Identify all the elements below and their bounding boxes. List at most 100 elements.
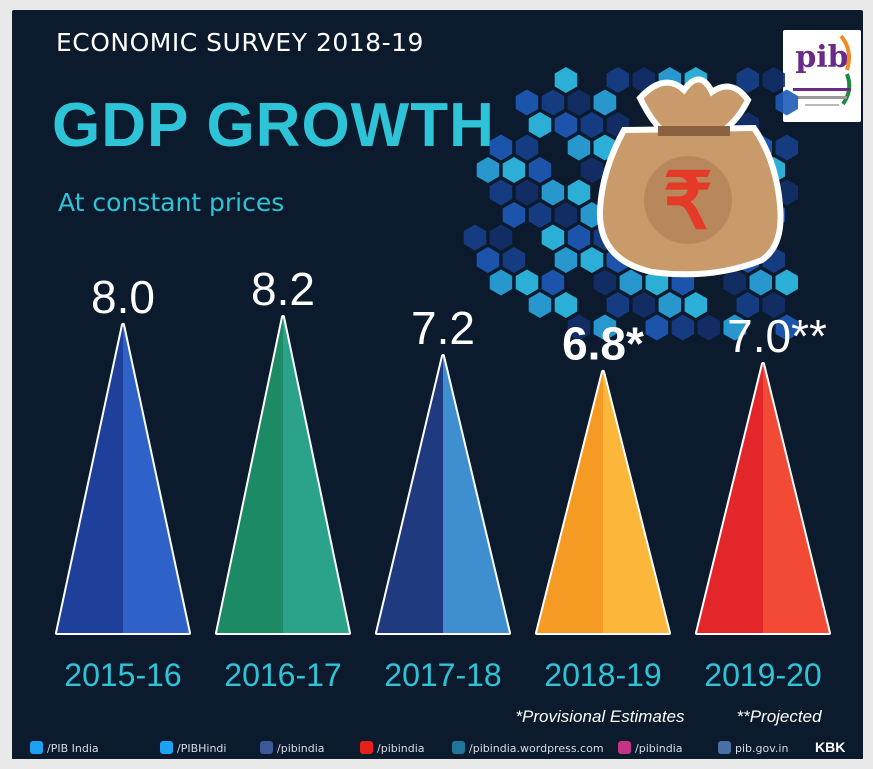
bar-face-left (57, 324, 123, 633)
social-link-label: /pibindia (277, 742, 325, 755)
bars (55, 315, 831, 635)
social-link-label: /pibindia.wordpress.com (469, 742, 604, 755)
hexagon-tile (489, 224, 513, 251)
hexagon-tile (593, 89, 617, 116)
hexagon-tile (593, 269, 617, 296)
bar-2016-17 (215, 315, 351, 635)
hexagon-tile (580, 247, 604, 273)
survey-title: ECONOMIC SURVEY 2018-19 (56, 28, 424, 57)
web-icon (718, 741, 731, 754)
hexagon-tile (736, 292, 759, 318)
category-label: 2017-18 (384, 657, 501, 693)
bar-face-right (443, 356, 509, 633)
facebook-icon (260, 741, 273, 754)
wordpress-icon (452, 741, 465, 754)
hexagon-tile (463, 224, 487, 251)
bar-face-left (377, 356, 443, 633)
social-link[interactable]: pib.gov.in (718, 741, 788, 755)
category-labels: 2015-16 2016-17 2017-18 2018-19 2019-20 (64, 657, 821, 693)
hexagon-tile (567, 314, 591, 341)
hexagon-tile (528, 157, 552, 183)
hexagon-tile (489, 179, 513, 206)
social-link-label: /PIBHindi (177, 742, 227, 755)
hexagon-tile (775, 134, 798, 161)
hexagon-tile (528, 202, 552, 228)
hexagon-tile (502, 157, 526, 183)
social-link-label: /pibindia (377, 742, 425, 755)
hexagon-tile (723, 269, 747, 296)
note-projected: **Projected (736, 707, 822, 726)
hexagon-tile (723, 314, 747, 341)
hexagon-tile (606, 292, 630, 318)
hexagon-tile (502, 202, 526, 228)
hexagon-tile (554, 67, 578, 93)
value-label: 7.2 (411, 302, 475, 354)
social-link[interactable]: /PIBHindi (160, 741, 226, 755)
youtube-icon (360, 741, 373, 754)
hexagon-tile (593, 314, 617, 341)
value-label: 7.0** (727, 310, 827, 362)
hexagon-tile (619, 269, 643, 296)
value-labels: 8.0 8.2 7.2 6.8* 7.0** (91, 263, 827, 370)
hexagon-tile (528, 112, 552, 138)
category-label: 2015-16 (64, 657, 181, 693)
social-link-label: /PIB India (47, 742, 99, 755)
footer-social-links: KBK /PIB India/PIBHindi/pibindia/pibindi… (12, 737, 863, 759)
hexagon-tile (515, 134, 539, 161)
category-label: 2018-19 (544, 657, 661, 693)
hexagon-tile (554, 202, 578, 228)
hexagon-tile (567, 224, 591, 251)
pib-logo-text: pib (795, 40, 849, 75)
bar-face-left (537, 371, 603, 633)
hexagon-tile (489, 134, 513, 161)
bar-2018-19 (535, 369, 671, 635)
hexagon-tile (489, 269, 513, 296)
hexagon-tile (476, 157, 500, 183)
category-label: 2019-20 (704, 657, 821, 693)
social-link-label: /pibindia (635, 742, 683, 755)
hexagon-tile (580, 112, 604, 138)
bar-2017-18 (375, 354, 511, 635)
bar-face-right (763, 363, 829, 633)
infographic-card: ECONOMIC SURVEY 2018-19 GDP GROWTH At co… (12, 10, 863, 759)
bar-face-right (603, 371, 669, 633)
bar-2019-20 (695, 361, 831, 635)
social-link[interactable]: /pibindia (360, 741, 425, 755)
value-label: 6.8* (562, 318, 644, 370)
hexagon-tile (476, 247, 500, 273)
hexagon-tile (541, 224, 565, 251)
social-link[interactable]: /pibindia (618, 741, 683, 755)
value-label: 8.2 (251, 263, 315, 315)
hexagon-tile (762, 67, 785, 93)
hexagon-tile (567, 89, 591, 116)
hexagon-tile (775, 314, 798, 341)
hexagon-tile (541, 89, 565, 116)
bar-face-right (123, 324, 189, 633)
hexagon-tile (515, 269, 539, 296)
hexagon-tile (775, 89, 798, 116)
hexagon-tile (697, 314, 721, 341)
hexagon-tile (632, 292, 656, 318)
hexagon-tile (567, 134, 591, 161)
hexagon-tile (775, 269, 798, 296)
chart-title: GDP GROWTH (52, 91, 495, 160)
hexagon-tile (528, 292, 552, 318)
value-label: 8.0 (91, 271, 155, 323)
category-label: 2016-17 (224, 657, 341, 693)
social-link[interactable]: /PIB India (30, 741, 99, 755)
hexagon-tile (541, 269, 565, 296)
social-link[interactable]: /pibindia (260, 741, 325, 755)
hexagon-tile (762, 292, 785, 318)
hexagon-tile (736, 67, 759, 93)
social-link[interactable]: /pibindia.wordpress.com (452, 741, 604, 755)
money-bag-icon: ₹ (596, 76, 784, 278)
hexagon-tile (515, 179, 539, 206)
gdp-growth-chart: ₹ 8.0 8.2 7.2 6.8* 7.0** 2015-16 2016-17 2017-… (55, 67, 831, 726)
bar-face-left (697, 363, 763, 633)
svg-text:₹: ₹ (663, 157, 713, 245)
bar-face-right (283, 317, 349, 633)
social-link-label: pib.gov.in (735, 742, 789, 755)
hexagon-tile (645, 314, 669, 341)
pib-logo-flag-icon (793, 34, 852, 106)
